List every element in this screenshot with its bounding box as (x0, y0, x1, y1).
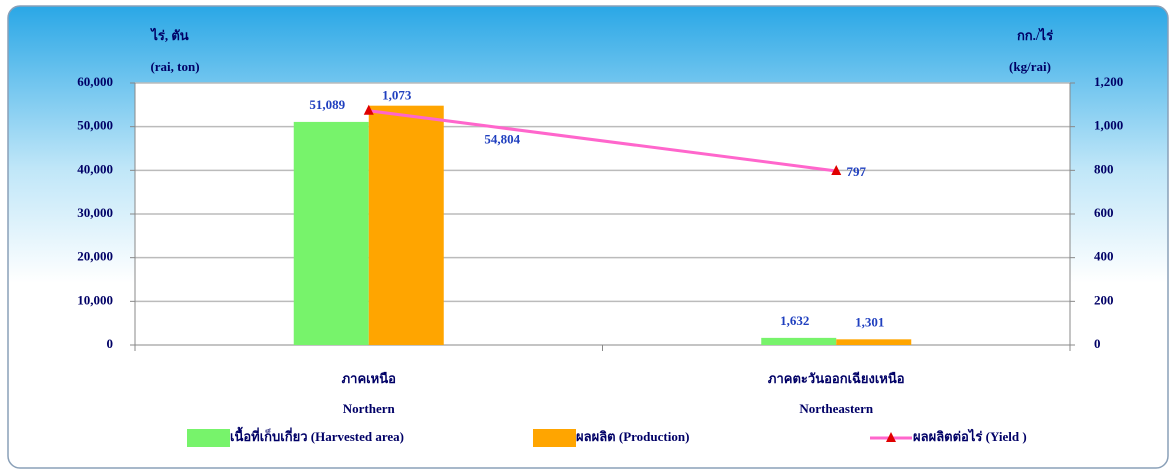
legend-label: ผลผลิตต่อไร่ (Yield ) (913, 428, 1027, 444)
value-label: 1,073 (382, 88, 412, 103)
y-label: (rai, ton) (150, 59, 199, 74)
bar (293, 121, 369, 345)
value-label: 797 (847, 164, 867, 179)
y-tick-label: 0 (107, 336, 114, 351)
legend-label: เนื้อที่เก็บเกี่ยว (Harvested area) (230, 426, 404, 444)
bar (368, 105, 444, 345)
y2-tick-label: 400 (1094, 249, 1114, 264)
value-label: 1,301 (855, 314, 884, 329)
y-tick-label: 50,000 (77, 118, 113, 133)
y2-label: (kg/rai) (1009, 59, 1051, 74)
y2-tick-label: 200 (1094, 292, 1114, 307)
y2-label: กก./ไร่ (1017, 27, 1053, 43)
y-tick-label: 10,000 (77, 292, 113, 307)
y-tick-label: 30,000 (77, 205, 113, 220)
y-tick-label: 40,000 (77, 161, 113, 176)
y-tick-label: 20,000 (77, 249, 113, 264)
legend-swatch (533, 429, 576, 447)
y2-tick-label: 800 (1094, 161, 1114, 176)
marker (363, 104, 374, 115)
bar (836, 339, 912, 345)
y2-tick-label: 1,200 (1094, 74, 1123, 89)
marker (831, 164, 842, 175)
legend-marker (886, 432, 896, 442)
x-tick-label: Northeastern (799, 401, 873, 416)
value-label: 1,632 (780, 313, 809, 328)
y2-tick-label: 0 (1094, 336, 1101, 351)
y-tick-label: 60,000 (77, 74, 113, 89)
bar (761, 337, 837, 345)
y-label: ไร่, ตัน (149, 27, 188, 43)
legend-swatch (187, 429, 230, 447)
line (368, 109, 837, 173)
y2-tick-label: 600 (1094, 205, 1114, 220)
x-tick-label: ภาคเหนือ (342, 371, 396, 386)
value-label: 51,089 (309, 97, 345, 112)
y2-tick-label: 1,000 (1094, 118, 1123, 133)
value-label: 54,804 (484, 132, 520, 147)
legend-label: ผลผลิต (Production) (576, 429, 689, 444)
x-tick-label: ภาคตะวันออกเฉียงเหนือ (768, 371, 905, 386)
x-tick-label: Northern (343, 401, 396, 416)
